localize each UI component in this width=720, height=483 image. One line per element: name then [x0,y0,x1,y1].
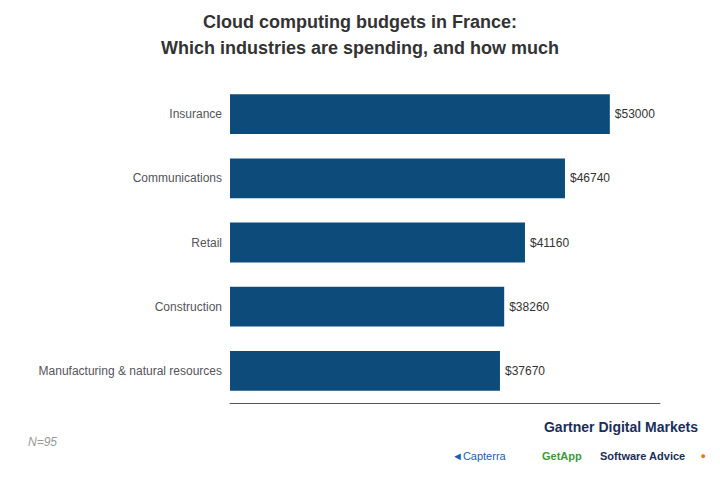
svg-text:Construction: Construction [155,300,222,314]
svg-text:$38260: $38260 [509,300,549,314]
svg-text:GetApp: GetApp [542,450,582,462]
svg-text:Retail: Retail [191,236,222,250]
svg-text:Which industries are spending,: Which industries are spending, and how m… [161,38,559,58]
svg-text:Software Advice: Software Advice [600,450,685,462]
svg-text:Insurance: Insurance [169,107,222,121]
svg-text:◄Capterra: ◄Capterra [452,450,507,462]
svg-text:$53000: $53000 [615,107,655,121]
svg-text:$37670: $37670 [505,364,545,378]
svg-text:Cloud computing budgets in Fra: Cloud computing budgets in France: [203,12,517,32]
svg-text:Manufacturing & natural resour: Manufacturing & natural resources [39,364,222,378]
svg-text:$46740: $46740 [570,171,610,185]
svg-text:●: ● [701,451,706,461]
svg-text:N=95: N=95 [28,435,57,449]
svg-text:Gartner Digital Markets: Gartner Digital Markets [544,419,698,435]
svg-text:Communications: Communications [133,171,222,185]
svg-text:$41160: $41160 [530,236,569,250]
